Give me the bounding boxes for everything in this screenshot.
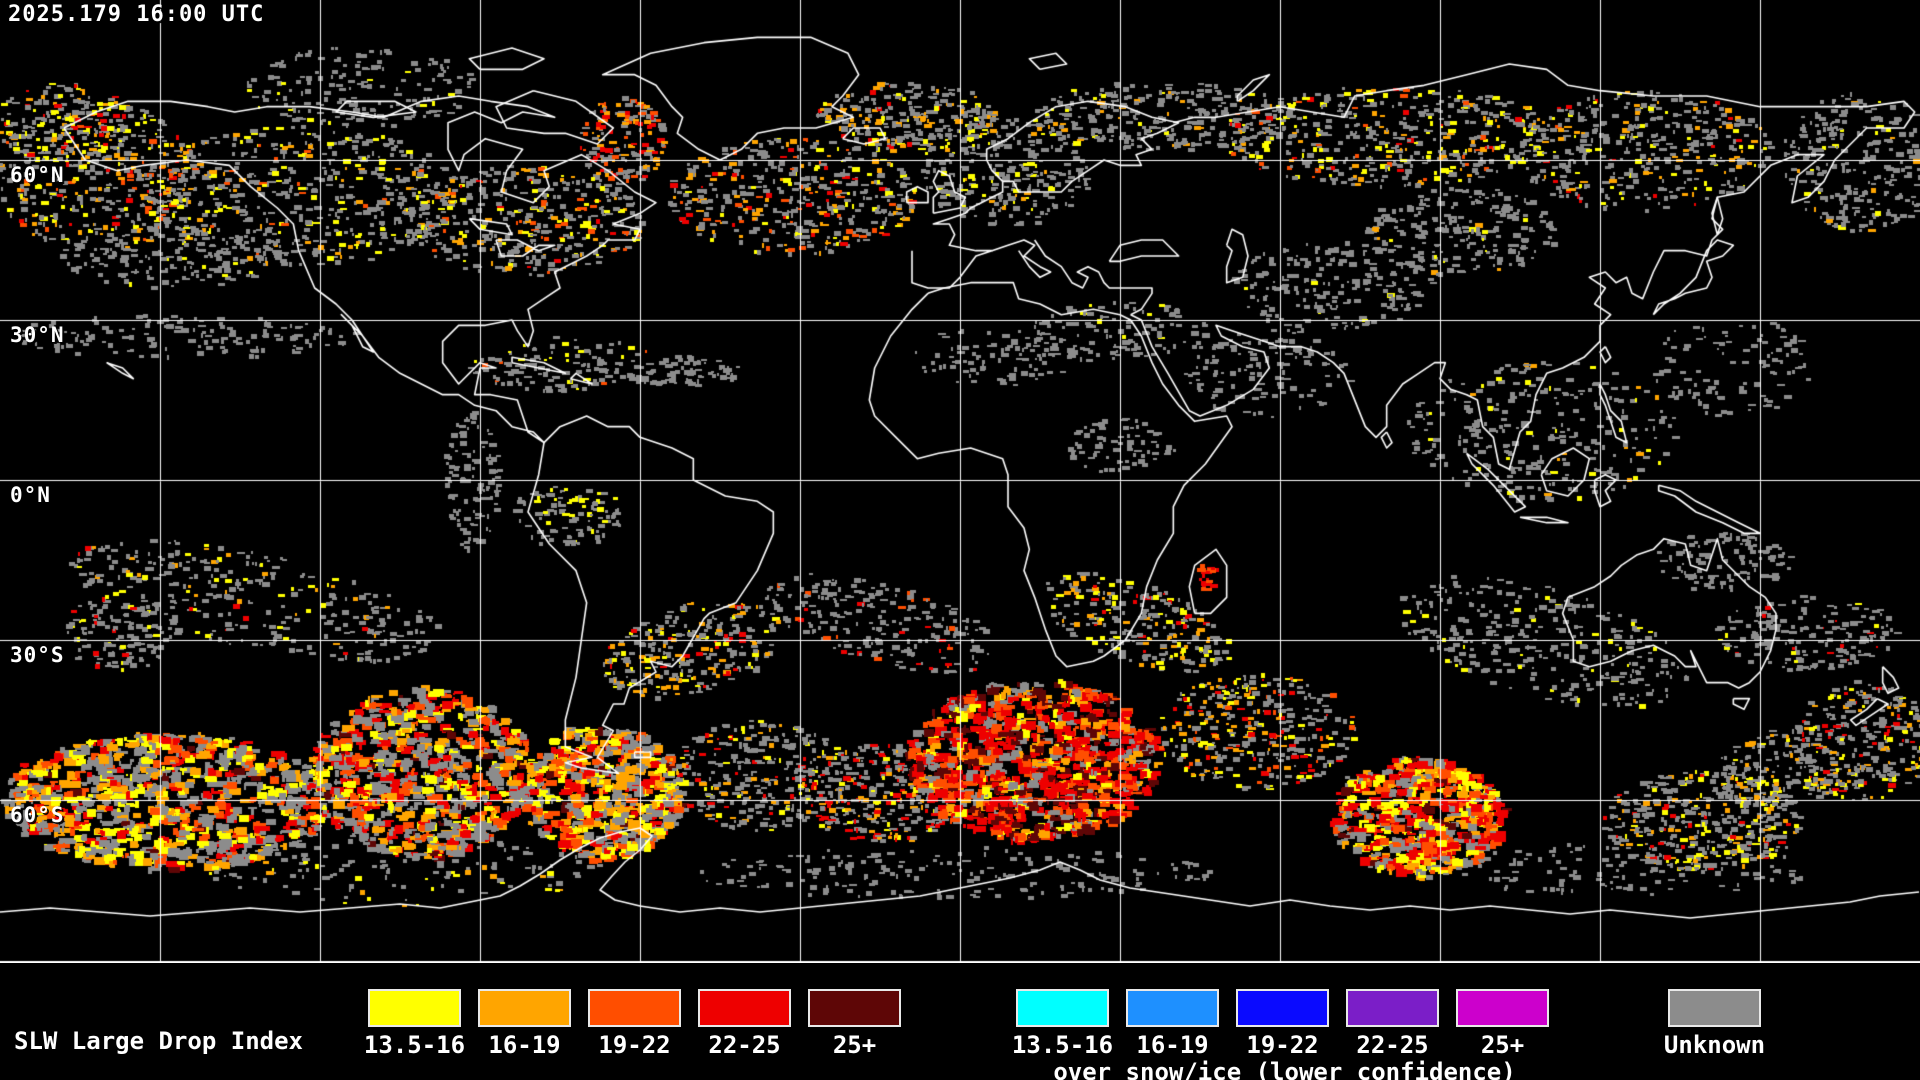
lat-label: 30°S — [10, 643, 65, 667]
legend-swatch — [1236, 989, 1329, 1027]
legend-swatch — [698, 989, 791, 1027]
legend-swatch-label: 22-25 — [1356, 1031, 1429, 1059]
legend-swatch — [368, 989, 461, 1027]
legend-swatch — [1346, 989, 1439, 1027]
legend-group-standard: 13.5-16 16-19 19-22 22-25 25+ — [364, 989, 901, 1059]
legend-swatch — [1016, 989, 1109, 1027]
legend-item: 13.5-16 — [364, 989, 465, 1059]
legend-title: SLW Large Drop Index — [14, 1027, 303, 1055]
lat-label: 30°N — [10, 323, 65, 347]
legend-item: 22-25 — [1346, 989, 1439, 1059]
legend-item: 22-25 — [698, 989, 791, 1059]
legend-swatch-label: Unknown — [1663, 1031, 1766, 1059]
legend-item: Unknown — [1664, 989, 1765, 1059]
legend-swatch — [478, 989, 571, 1027]
legend-item: 25+ — [808, 989, 901, 1059]
legend-swatch-label: 19-22 — [1246, 1031, 1319, 1059]
legend-swatch-label: 16-19 — [488, 1031, 561, 1059]
legend-swatch-label: 19-22 — [598, 1031, 671, 1059]
legend-group-unknown: Unknown — [1664, 989, 1765, 1059]
legend-swatch-label: 25+ — [832, 1031, 877, 1059]
legend-group-snow-ice: 13.5-16 16-19 19-22 22-25 25+ — [1012, 989, 1549, 1059]
legend-item: 19-22 — [588, 989, 681, 1059]
lat-label: 60°N — [10, 163, 65, 187]
legend-bar: SLW Large Drop Index 13.5-16 16-19 19-22 22… — [0, 963, 1920, 1080]
legend-swatch — [1456, 989, 1549, 1027]
legend-swatch-label: 25+ — [1480, 1031, 1525, 1059]
legend-swatch — [588, 989, 681, 1027]
legend-swatch — [808, 989, 901, 1027]
legend-item: 16-19 — [478, 989, 571, 1059]
legend-swatch-label: 22-25 — [708, 1031, 781, 1059]
legend-swatch — [1668, 989, 1761, 1027]
legend-snow-ice-subtitle: over snow/ice (lower confidence) — [1053, 1058, 1516, 1080]
legend-swatch — [1126, 989, 1219, 1027]
legend-item: 13.5-16 — [1012, 989, 1113, 1059]
world-map-canvas — [0, 0, 1920, 963]
timestamp-label: 2025.179 16:00 UTC — [8, 2, 265, 27]
legend-swatch-label: 13.5-16 — [1011, 1031, 1114, 1059]
lat-label: 0°N — [10, 483, 51, 507]
legend-item: 16-19 — [1126, 989, 1219, 1059]
legend-item: 25+ — [1456, 989, 1549, 1059]
legend-item: 19-22 — [1236, 989, 1329, 1059]
legend-swatch-label: 13.5-16 — [363, 1031, 466, 1059]
legend-swatch-label: 16-19 — [1136, 1031, 1209, 1059]
lat-label: 60°S — [10, 803, 65, 827]
